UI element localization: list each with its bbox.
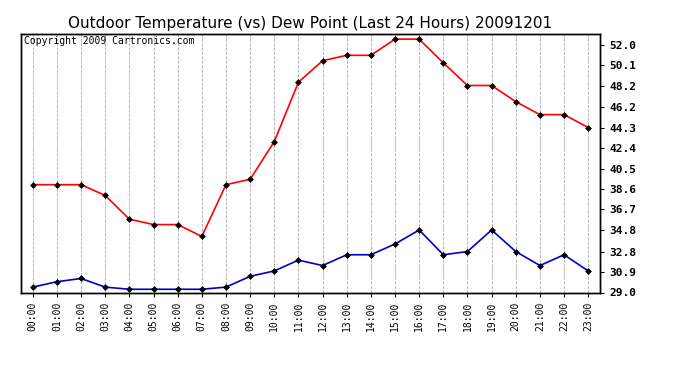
Text: Copyright 2009 Cartronics.com: Copyright 2009 Cartronics.com (23, 36, 194, 46)
Title: Outdoor Temperature (vs) Dew Point (Last 24 Hours) 20091201: Outdoor Temperature (vs) Dew Point (Last… (68, 16, 553, 31)
